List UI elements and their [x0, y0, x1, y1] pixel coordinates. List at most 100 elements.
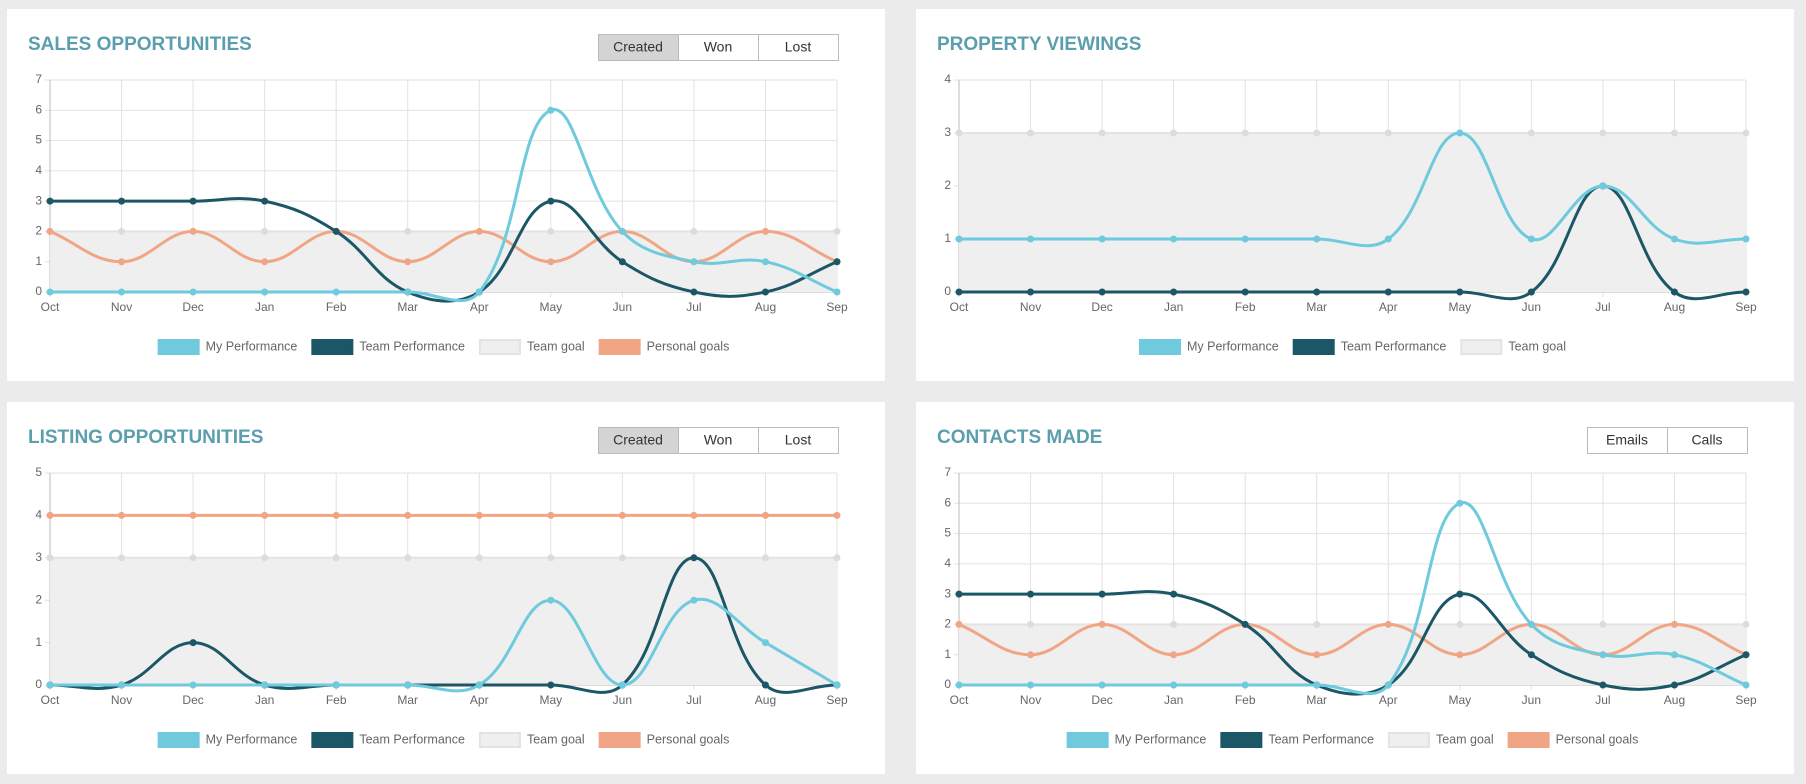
series-point	[332, 227, 340, 235]
panel-bg	[7, 9, 885, 381]
y-tick-label: 5	[944, 526, 951, 540]
series-area	[50, 557, 837, 685]
filter-button[interactable]	[678, 427, 759, 454]
series-point	[1527, 129, 1535, 137]
series-point	[1456, 499, 1464, 507]
series-point	[46, 227, 54, 235]
series-point	[118, 227, 126, 235]
series-point	[189, 639, 197, 647]
x-tick-label: Aug	[755, 693, 776, 707]
x-tick-label: Nov	[111, 693, 132, 707]
series-point	[1742, 288, 1750, 296]
y-tick-label: 4	[944, 556, 951, 570]
y-tick-label: 5	[35, 133, 42, 147]
series-point	[618, 258, 626, 266]
filter-button-label[interactable]: Calls	[1691, 432, 1722, 448]
series-point	[1170, 651, 1178, 659]
x-tick-label: Jan	[255, 300, 274, 314]
x-tick-label: Feb	[1235, 693, 1256, 707]
legend: My Performance Team Performance Team goal P…	[157, 732, 729, 748]
x-tick-label: Jul	[1595, 693, 1610, 707]
x-tick-label: Apr	[470, 693, 489, 707]
series-point	[547, 197, 555, 205]
x-tick-label: Nov	[1020, 300, 1041, 314]
series-point	[1098, 590, 1106, 598]
series-point	[1742, 681, 1750, 689]
panel: CONTACTS MADE Emails Calls 0 1 2 3 4 5 6 7 Oct Nov De…	[916, 402, 1794, 774]
series-point	[404, 227, 412, 235]
filter-button[interactable]	[678, 34, 759, 61]
series-point	[118, 511, 126, 519]
filter-button-label[interactable]: Won	[704, 39, 733, 55]
series-point	[547, 258, 555, 266]
filter-button-label[interactable]: Created	[613, 432, 663, 448]
series-point	[1527, 288, 1535, 296]
x-tick-label: Oct	[41, 693, 60, 707]
x-tick-label: Jun	[1522, 693, 1541, 707]
series-point	[475, 511, 483, 519]
y-tick-label: 1	[35, 254, 42, 268]
y-tick-label: 4	[35, 508, 42, 522]
series-point	[261, 554, 269, 562]
series-point	[955, 235, 963, 243]
series-point	[1170, 620, 1178, 628]
series-point	[1456, 129, 1464, 137]
filter-button-label[interactable]: Won	[704, 432, 733, 448]
filter-button[interactable]	[758, 427, 839, 454]
series-point	[404, 681, 412, 689]
series-point	[1670, 288, 1678, 296]
legend-label: Personal goals	[647, 339, 730, 353]
legend-swatch	[478, 732, 521, 748]
filter-button[interactable]	[598, 427, 679, 454]
filter-button[interactable]	[758, 34, 839, 61]
series-point	[1027, 129, 1035, 137]
series-point	[1384, 620, 1392, 628]
x-tick-label: Apr	[1379, 693, 1398, 707]
series-point	[1384, 288, 1392, 296]
x-tick-label: Mar	[1306, 693, 1327, 707]
x-tick-label: Jul	[686, 300, 701, 314]
filter-button[interactable]	[598, 34, 679, 61]
filter-button-label[interactable]: Emails	[1606, 432, 1648, 448]
y-tick-label: 2	[944, 617, 951, 631]
filter-button[interactable]	[1667, 427, 1748, 454]
legend-label: My Performance	[206, 732, 298, 746]
series-point	[690, 596, 698, 604]
series-point	[1170, 129, 1178, 137]
y-tick-label: 1	[944, 231, 951, 245]
series-point	[955, 590, 963, 598]
series-point	[1742, 129, 1750, 137]
series-point	[955, 288, 963, 296]
series-point	[118, 258, 126, 266]
filter-button-label[interactable]: Lost	[785, 432, 812, 448]
series-point	[1098, 288, 1106, 296]
series-point	[833, 511, 841, 519]
series-point	[46, 197, 54, 205]
series-point	[261, 511, 269, 519]
series-point	[618, 681, 626, 689]
series-point	[1384, 681, 1392, 689]
y-tick-label: 4	[944, 72, 951, 86]
filter-button-label[interactable]: Created	[613, 39, 663, 55]
series-point	[761, 639, 769, 647]
series-point	[118, 554, 126, 562]
series-point	[189, 681, 197, 689]
x-tick-label: Mar	[1306, 300, 1327, 314]
series-point	[404, 511, 412, 519]
series-point	[261, 258, 269, 266]
series-point	[1527, 651, 1535, 659]
filter-button-label[interactable]: Lost	[785, 39, 812, 55]
series-point	[1527, 235, 1535, 243]
series-point	[761, 681, 769, 689]
legend-swatch	[311, 732, 354, 748]
y-tick-label: 0	[35, 677, 42, 691]
series-point	[833, 681, 841, 689]
series-point	[761, 288, 769, 296]
series-point	[46, 554, 54, 562]
series-point	[761, 227, 769, 235]
legend-label: Team goal	[527, 732, 585, 746]
x-tick-label: Jan	[255, 693, 274, 707]
series-point	[46, 288, 54, 296]
series-point	[404, 258, 412, 266]
chart-title: CONTACTS MADE	[937, 427, 1102, 448]
